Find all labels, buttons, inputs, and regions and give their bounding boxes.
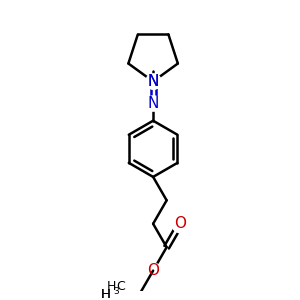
Text: O: O (147, 263, 159, 278)
Text: O: O (174, 216, 186, 231)
Text: H: H (100, 288, 110, 300)
Text: 3: 3 (113, 287, 118, 296)
Text: N: N (147, 74, 159, 89)
Text: N: N (147, 74, 159, 89)
Text: H: H (107, 280, 116, 293)
Text: C: C (116, 280, 125, 293)
Text: H: H (100, 288, 110, 300)
Text: N: N (147, 95, 159, 110)
